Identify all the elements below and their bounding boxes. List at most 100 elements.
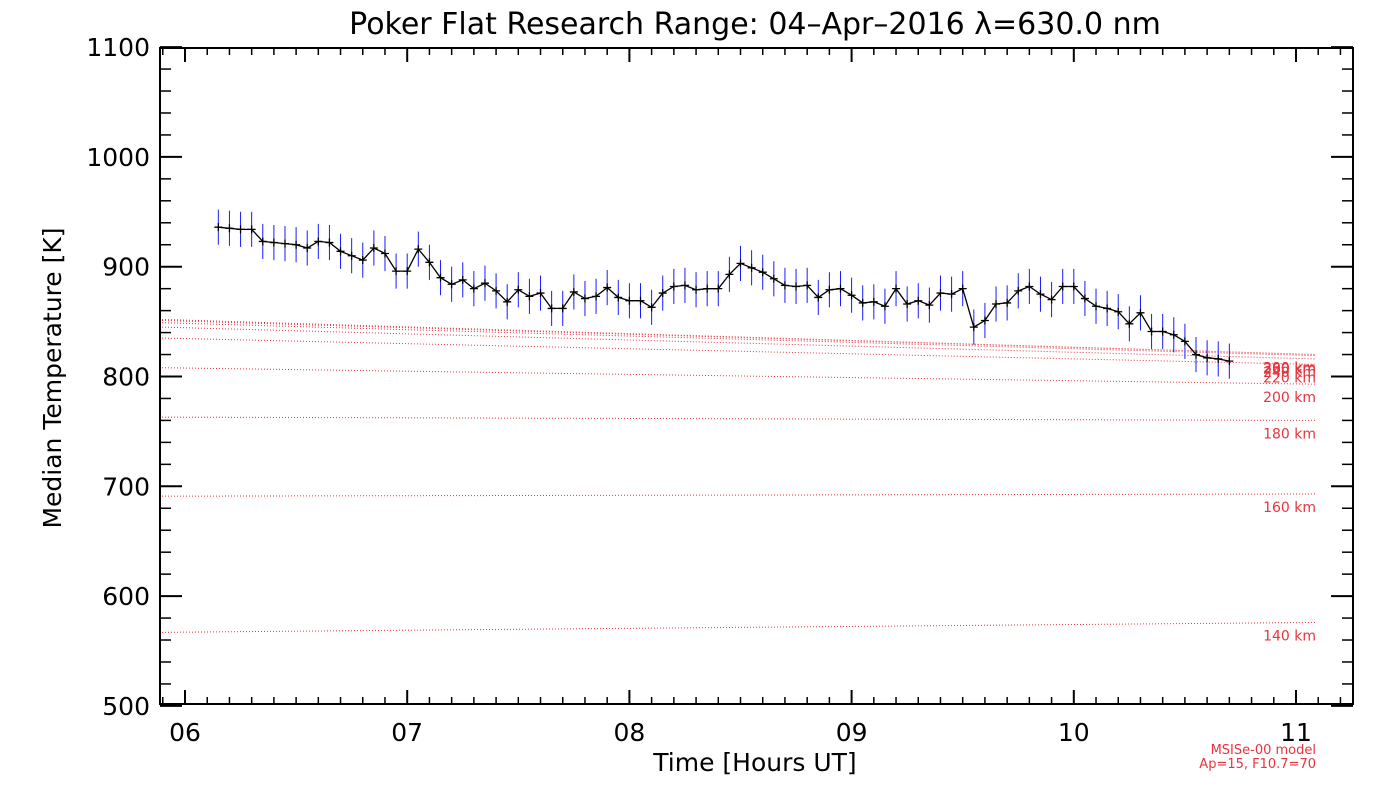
- data-point: [1092, 302, 1101, 311]
- data-point: [647, 303, 656, 312]
- data-point: [280, 239, 289, 248]
- data-point: [636, 296, 645, 305]
- data-point: [358, 256, 367, 265]
- data-point: [314, 237, 323, 246]
- data-point: [425, 258, 434, 267]
- data-point: [703, 284, 712, 293]
- data-point: [1225, 357, 1234, 366]
- data-point: [925, 301, 934, 310]
- data-point: [1214, 354, 1223, 363]
- data-point: [569, 287, 578, 296]
- data-point: [1169, 330, 1178, 339]
- data-point: [1058, 282, 1067, 291]
- data-point: [392, 267, 401, 276]
- data-point: [780, 281, 789, 290]
- data-point: [1069, 282, 1078, 291]
- data-point: [669, 282, 678, 291]
- y-tick-label: 1000: [86, 143, 150, 172]
- data-point: [536, 289, 545, 298]
- data-point: [292, 240, 301, 249]
- model-label-260-km: 260 km: [1263, 362, 1316, 378]
- data-point: [992, 300, 1001, 309]
- data-point: [936, 289, 945, 298]
- data-point: [558, 304, 567, 313]
- data-point: [892, 284, 901, 293]
- model-label-180-km: 180 km: [1263, 426, 1316, 442]
- data-point: [692, 285, 701, 294]
- data-point: [725, 270, 734, 279]
- y-tick-label: 700: [102, 472, 150, 501]
- x-tick-label: 06: [169, 718, 201, 747]
- data-point: [380, 249, 389, 258]
- model-line-140-km: [161, 621, 1317, 633]
- model-line-300-km: [161, 318, 1317, 356]
- data-point: [303, 244, 312, 253]
- data-point: [869, 297, 878, 306]
- data-point: [769, 274, 778, 283]
- data-point: [447, 280, 456, 289]
- data-point: [814, 293, 823, 302]
- data-point: [914, 296, 923, 305]
- y-tick-label: 1100: [86, 33, 150, 62]
- data-point: [603, 283, 612, 292]
- data-point: [658, 289, 667, 298]
- model-line-160-km: [161, 493, 1317, 497]
- data-point: [503, 297, 512, 306]
- data-point: [1036, 290, 1045, 299]
- data-point: [792, 282, 801, 291]
- data-point: [436, 273, 445, 282]
- x-tick-label: 07: [391, 718, 423, 747]
- model-line-220-km: [161, 337, 1317, 365]
- data-point: [1080, 294, 1089, 303]
- model-line-180-km: [161, 416, 1317, 421]
- data-point: [480, 279, 489, 288]
- data-point: [1114, 307, 1123, 316]
- data-point: [714, 284, 723, 293]
- data-point: [336, 247, 345, 256]
- data-point: [458, 275, 467, 284]
- data-point: [403, 267, 412, 276]
- x-axis-label: Time [Hours UT]: [652, 748, 856, 777]
- data-point: [1192, 350, 1201, 359]
- y-tick-label: 800: [102, 363, 150, 392]
- data-point: [614, 293, 623, 302]
- data-point: [225, 224, 234, 233]
- data-point: [525, 292, 534, 301]
- data-point: [803, 281, 812, 290]
- data-point: [236, 225, 245, 234]
- data-point: [1047, 295, 1056, 304]
- axes: 06 07 08 09 10 11 500 600 700 800 900 1000 1100: [86, 33, 1353, 747]
- series-line: [218, 226, 1230, 362]
- y-tick-label: 500: [102, 692, 150, 721]
- chart-title: Poker Flat Research Range: 04–Apr–2016 λ…: [349, 7, 1161, 42]
- data-point: [580, 294, 589, 303]
- data-point: [1147, 327, 1156, 336]
- data-point: [958, 284, 967, 293]
- data-point: [1180, 337, 1189, 346]
- data-point: [1158, 327, 1167, 336]
- x-tick-label: 10: [1058, 718, 1090, 747]
- data-point: [369, 244, 378, 253]
- x-tick-label: 09: [836, 718, 868, 747]
- data-point: [492, 286, 501, 295]
- data-point: [847, 291, 856, 300]
- data-point: [1014, 286, 1023, 295]
- data-point: [547, 304, 556, 313]
- data-point: [836, 284, 845, 293]
- data-point: [258, 237, 267, 246]
- data-point: [1125, 319, 1134, 328]
- data-point: [980, 316, 989, 325]
- model-label-280-km: 280 km: [1263, 361, 1316, 377]
- measurement-series: [214, 0, 1234, 379]
- data-point: [469, 284, 478, 293]
- data-point: [747, 263, 756, 272]
- x-tick-label: 08: [613, 718, 645, 747]
- y-tick-label: 600: [102, 582, 150, 611]
- model-line-260-km: [161, 322, 1317, 357]
- model-note-name: MSISe-00 model: [1211, 743, 1316, 758]
- data-point: [825, 285, 834, 294]
- data-point: [1136, 308, 1145, 317]
- model-label-220-km: 220 km: [1263, 370, 1316, 386]
